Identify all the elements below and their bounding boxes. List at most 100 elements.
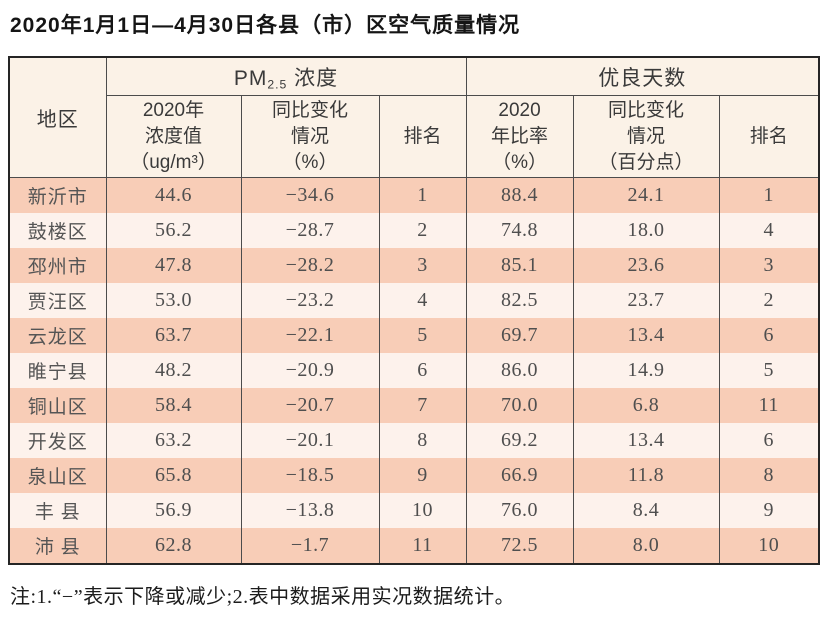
cell-ratio-value: 82.5 (465, 283, 574, 319)
cell-pm25-value: 56.2 (105, 213, 242, 249)
cell-region: 泉山区 (8, 458, 107, 494)
pm25-value-header-text: 2020年 浓度值 （ug/m³） (130, 100, 217, 173)
cell-ratio-rank: 2 (718, 283, 820, 319)
cell-ratio-change: 13.4 (572, 423, 720, 459)
cell-pm25-change: −18.5 (240, 458, 380, 494)
table-body: 新沂市 44.6 −34.6 1 88.4 24.1 1 鼓楼区 56.2 −2… (8, 177, 820, 565)
cell-pm25-rank: 1 (378, 177, 467, 214)
table-row: 开发区 63.2 −20.1 8 69.2 13.4 6 (8, 423, 820, 459)
cell-ratio-value: 74.8 (465, 213, 574, 249)
column-header-pm25-value: 2020年 浓度值 （ug/m³） (105, 95, 242, 179)
page-title: 2020年1月1日—4月30日各县（市）区空气质量情况 (10, 14, 521, 37)
footnote: 注:1.“−”表示下降或减少;2.表中数据采用实况数据统计。 (10, 586, 516, 609)
cell-region: 丰 县 (8, 493, 107, 529)
cell-ratio-value: 70.0 (465, 388, 574, 424)
table-row: 贾汪区 53.0 −23.2 4 82.5 23.7 2 (8, 283, 820, 319)
cell-ratio-value: 72.5 (465, 528, 574, 565)
cell-ratio-change: 8.0 (572, 528, 720, 565)
cell-pm25-change: −20.1 (240, 423, 380, 459)
cell-ratio-rank: 10 (718, 528, 820, 565)
table-row: 邳州市 47.8 −28.2 3 85.1 23.6 3 (8, 248, 820, 284)
cell-ratio-value: 76.0 (465, 493, 574, 529)
pm25-change-header-text: 同比变化 情况 （%） (271, 100, 348, 173)
cell-pm25-rank: 8 (378, 423, 467, 459)
column-header-pm25-change: 同比变化 情况 （%） (240, 95, 380, 179)
pm25-label-subscript: 2.5 (267, 77, 288, 92)
table-row: 铜山区 58.4 −20.7 7 70.0 6.8 11 (8, 388, 820, 424)
cell-pm25-change: −20.9 (240, 353, 380, 389)
cell-region: 云龙区 (8, 318, 107, 354)
table-row: 云龙区 63.7 −22.1 5 69.7 13.4 6 (8, 318, 820, 354)
cell-ratio-rank: 6 (718, 318, 820, 354)
cell-region: 贾汪区 (8, 283, 107, 319)
cell-ratio-rank: 5 (718, 353, 820, 389)
cell-region: 铜山区 (8, 388, 107, 424)
cell-pm25-value: 44.6 (105, 177, 242, 214)
cell-ratio-rank: 9 (718, 493, 820, 529)
cell-pm25-rank: 2 (378, 213, 467, 249)
cell-pm25-change: −23.2 (240, 283, 380, 319)
cell-pm25-value: 56.9 (105, 493, 242, 529)
group-header-good-days: 优良天数 (465, 57, 820, 97)
cell-ratio-change: 8.4 (572, 493, 720, 529)
cell-ratio-rank: 4 (718, 213, 820, 249)
cell-pm25-change: −28.2 (240, 248, 380, 284)
cell-ratio-change: 24.1 (572, 177, 720, 214)
cell-ratio-value: 86.0 (465, 353, 574, 389)
table-row: 睢宁县 48.2 −20.9 6 86.0 14.9 5 (8, 353, 820, 389)
cell-pm25-rank: 5 (378, 318, 467, 354)
column-header-ratio-rank: 排名 (718, 95, 820, 179)
cell-pm25-rank: 9 (378, 458, 467, 494)
cell-ratio-value: 69.2 (465, 423, 574, 459)
cell-ratio-rank: 3 (718, 248, 820, 284)
cell-pm25-rank: 7 (378, 388, 467, 424)
cell-ratio-change: 13.4 (572, 318, 720, 354)
cell-pm25-value: 63.2 (105, 423, 242, 459)
cell-pm25-rank: 10 (378, 493, 467, 529)
cell-pm25-change: −28.7 (240, 213, 380, 249)
cell-pm25-value: 65.8 (105, 458, 242, 494)
cell-pm25-change: −1.7 (240, 528, 380, 565)
cell-pm25-change: −22.1 (240, 318, 380, 354)
column-header-region: 地区 (8, 57, 107, 179)
table-row: 新沂市 44.6 −34.6 1 88.4 24.1 1 (8, 177, 820, 214)
cell-ratio-change: 6.8 (572, 388, 720, 424)
column-header-ratio-change: 同比变化 情况 （百分点） (572, 95, 720, 179)
ratio-rank-header-text: 排名 (749, 125, 788, 147)
cell-ratio-change: 11.8 (572, 458, 720, 494)
cell-ratio-rank: 11 (718, 388, 820, 424)
cell-ratio-change: 23.6 (572, 248, 720, 284)
group-header-pm25: PM2.5 浓度 (105, 57, 467, 97)
air-quality-table: 地区 PM2.5 浓度 优良天数 2020年 浓度值 （ug/m³） 同比变化 … (8, 56, 821, 566)
cell-pm25-change: −34.6 (240, 177, 380, 214)
cell-ratio-value: 69.7 (465, 318, 574, 354)
cell-region: 鼓楼区 (8, 213, 107, 249)
column-header-pm25-rank: 排名 (378, 95, 467, 179)
table-row: 泉山区 65.8 −18.5 9 66.9 11.8 8 (8, 458, 820, 494)
cell-ratio-value: 85.1 (465, 248, 574, 284)
cell-pm25-rank: 3 (378, 248, 467, 284)
cell-ratio-change: 14.9 (572, 353, 720, 389)
table-row: 丰 县 56.9 −13.8 10 76.0 8.4 9 (8, 493, 820, 529)
cell-pm25-rank: 11 (378, 528, 467, 565)
cell-region: 新沂市 (8, 177, 107, 214)
cell-ratio-value: 66.9 (465, 458, 574, 494)
cell-ratio-change: 23.7 (572, 283, 720, 319)
cell-region: 沛 县 (8, 528, 107, 565)
ratio-change-header-text: 同比变化 情况 （百分点） (598, 100, 694, 173)
pm25-label-suffix: 浓度 (287, 66, 339, 90)
column-header-ratio-value: 2020 年比率 （%） (465, 95, 574, 179)
table-row: 鼓楼区 56.2 −28.7 2 74.8 18.0 4 (8, 213, 820, 249)
cell-pm25-value: 62.8 (105, 528, 242, 565)
cell-pm25-change: −13.8 (240, 493, 380, 529)
cell-region: 睢宁县 (8, 353, 107, 389)
pm25-rank-header-text: 排名 (403, 125, 442, 147)
cell-ratio-change: 18.0 (572, 213, 720, 249)
cell-pm25-value: 53.0 (105, 283, 242, 319)
cell-pm25-rank: 4 (378, 283, 467, 319)
pm25-label-prefix: PM (233, 66, 268, 90)
cell-ratio-rank: 1 (718, 177, 820, 214)
cell-pm25-change: −20.7 (240, 388, 380, 424)
cell-region: 开发区 (8, 423, 107, 459)
